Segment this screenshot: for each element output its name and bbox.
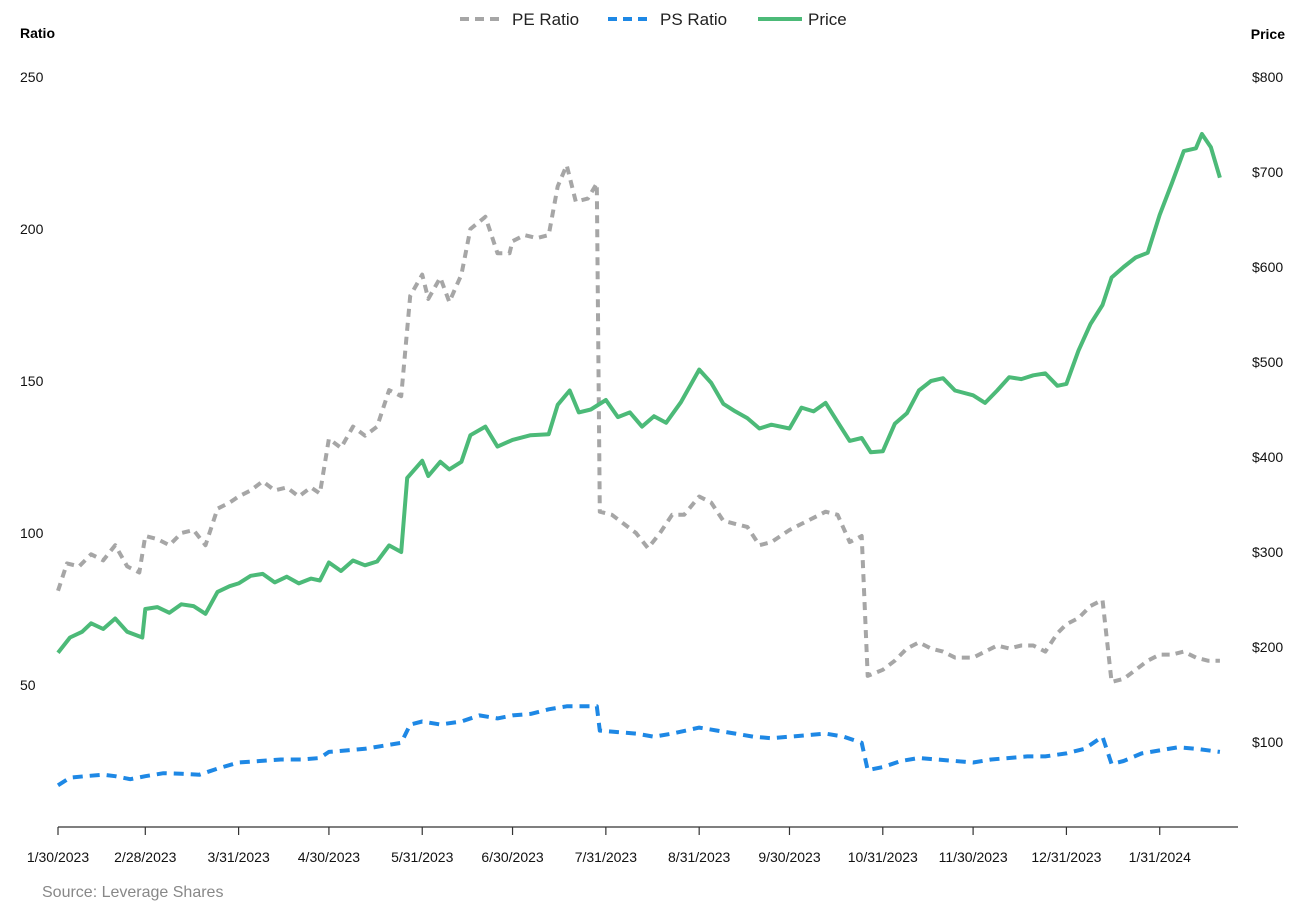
source-note: Source: Leverage Shares (42, 884, 223, 901)
x-tick-label: 9/30/2023 (758, 849, 820, 865)
right-axis-ticks: $800 $700 $600 $500 $400 $300 $200 $100 (1252, 69, 1283, 750)
x-tick-label: 12/31/2023 (1031, 849, 1101, 865)
legend-label-ps-ratio: PS Ratio (660, 10, 727, 29)
right-tick-label: $400 (1252, 449, 1283, 465)
x-tick-label: 10/31/2023 (848, 849, 918, 865)
right-tick-label: $300 (1252, 544, 1283, 560)
x-tick-label: 7/31/2023 (575, 849, 637, 865)
x-axis-ticks: 1/30/2023 2/28/2023 3/31/2023 4/30/2023 5/31… (27, 827, 1191, 865)
x-tick-label: 3/31/2023 (207, 849, 269, 865)
legend-label-pe-ratio: PE Ratio (512, 10, 579, 29)
x-tick-label: 1/30/2023 (27, 849, 89, 865)
left-axis-title: Ratio (20, 25, 55, 41)
x-tick-label: 1/31/2024 (1129, 849, 1191, 865)
left-axis-ticks: 250 200 150 100 50 (20, 69, 44, 693)
left-tick-label: 100 (20, 525, 44, 541)
x-tick-label: 5/31/2023 (391, 849, 453, 865)
right-tick-label: $600 (1252, 259, 1283, 275)
x-tick-label: 6/30/2023 (481, 849, 543, 865)
left-tick-label: 200 (20, 221, 44, 237)
series-line-pe-ratio (56, 163, 1220, 684)
series-line-price (56, 132, 1222, 654)
x-tick-label: 2/28/2023 (114, 849, 176, 865)
series-layer (56, 132, 1222, 787)
legend: PE Ratio PS Ratio Price (460, 10, 847, 29)
legend-label-price: Price (808, 10, 847, 29)
left-tick-label: 150 (20, 373, 44, 389)
right-tick-label: $700 (1252, 164, 1283, 180)
right-tick-label: $800 (1252, 69, 1283, 85)
x-tick-label: 8/31/2023 (668, 849, 730, 865)
right-tick-label: $100 (1252, 734, 1283, 750)
right-tick-label: $500 (1252, 354, 1283, 370)
right-axis-title: Price (1251, 26, 1285, 42)
x-tick-label: 4/30/2023 (298, 849, 360, 865)
left-tick-label: 250 (20, 69, 44, 85)
x-tick-label: 11/30/2023 (939, 849, 1008, 865)
series-line-ps-ratio (56, 704, 1221, 787)
left-tick-label: 50 (20, 677, 36, 693)
right-tick-label: $200 (1252, 639, 1283, 655)
